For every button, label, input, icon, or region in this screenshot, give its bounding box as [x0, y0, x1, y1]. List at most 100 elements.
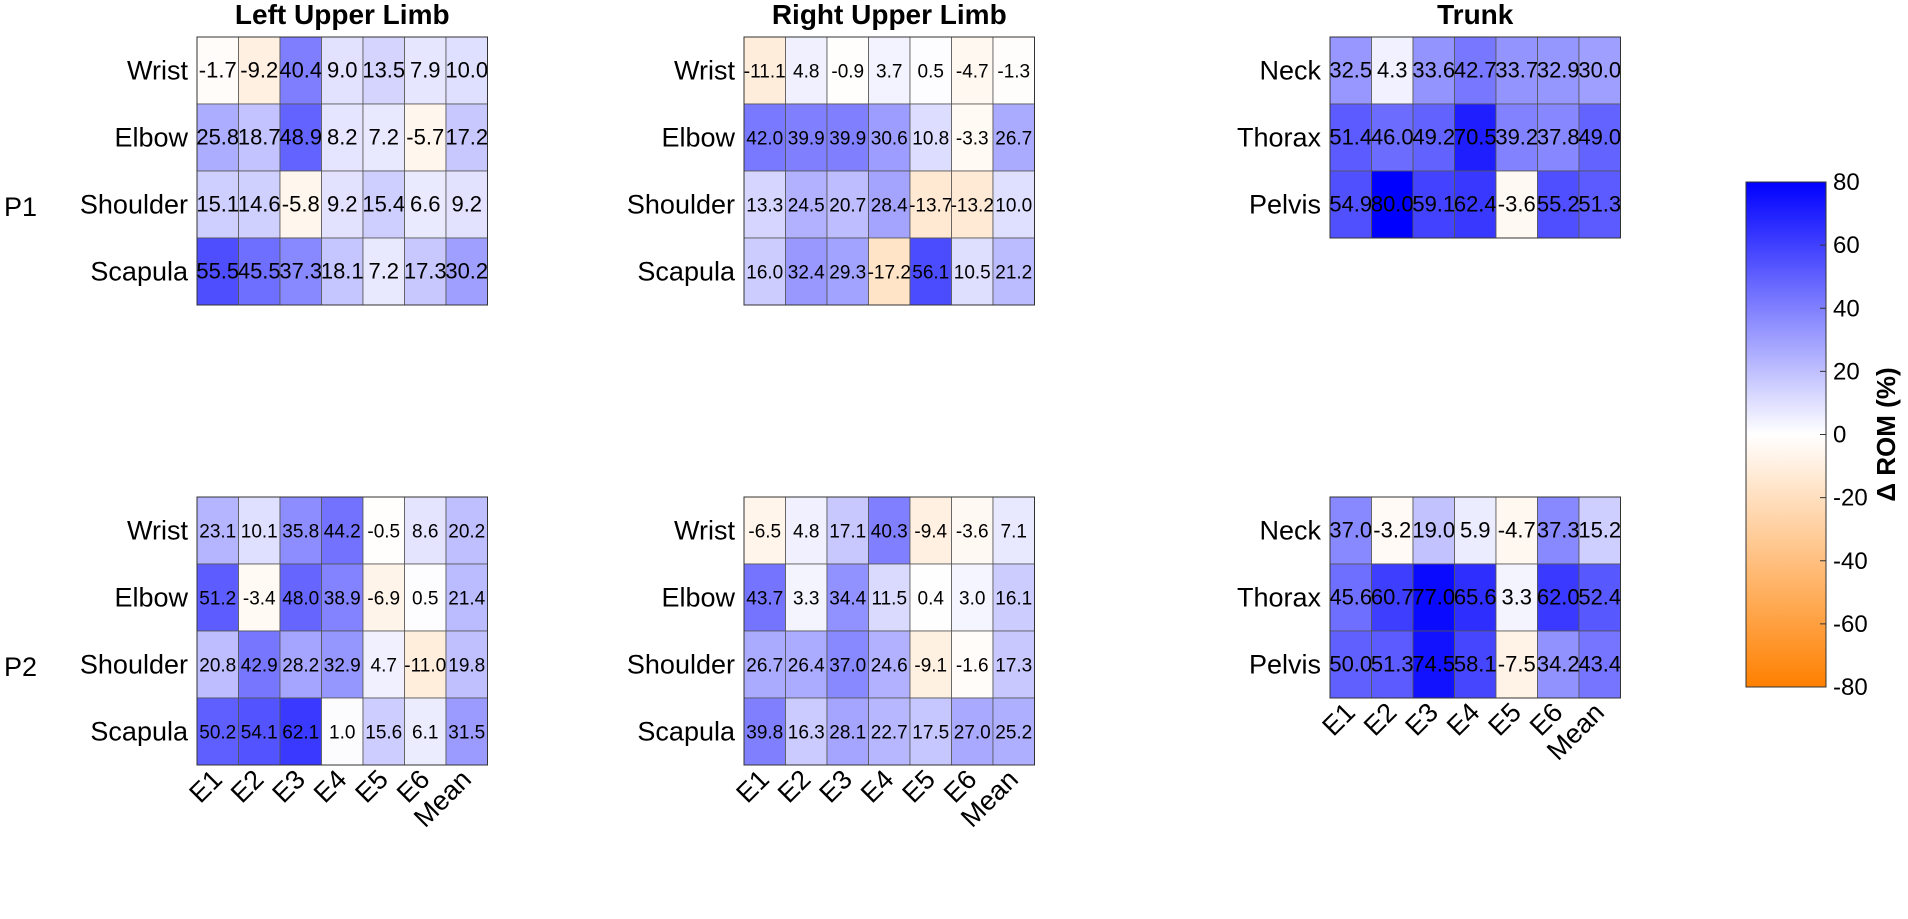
panel-frame [743, 36, 1035, 306]
cell-value-label: -3.4 [243, 589, 276, 610]
cell-value-label: 15.1 [196, 192, 239, 217]
heatmap-cell [868, 237, 911, 306]
panel-frame [1329, 36, 1621, 239]
heatmap-cell [1495, 563, 1538, 632]
row-label: Elbow [114, 123, 188, 153]
heatmap-cell [279, 103, 322, 172]
cell-value-label: 29.3 [829, 263, 866, 284]
cell-value-label: 39.9 [788, 129, 825, 150]
heatmap-cell [909, 496, 952, 565]
cell-value-label: 27.0 [954, 723, 991, 744]
heatmap-cell [196, 630, 239, 699]
heatmap-cell [1329, 630, 1372, 699]
colorbar-tick-label: 40 [1833, 295, 1860, 322]
colorbar-tick-label: 80 [1833, 169, 1860, 196]
cell-value-label: -9.4 [914, 522, 947, 543]
column-title: Right Upper Limb [772, 0, 1007, 30]
cell-value-label: 51.3 [1578, 192, 1621, 217]
cell-value-label: 7.9 [410, 58, 441, 83]
cell-value-label: 54.1 [241, 723, 278, 744]
x-tick-label: E2 [772, 764, 817, 809]
cell-value-label: 32.9 [324, 656, 361, 677]
panel-frame [196, 36, 488, 306]
cell-value-label: 37.0 [829, 656, 866, 677]
heatmap-cell [951, 496, 994, 565]
heatmap-cell [1495, 103, 1538, 172]
heatmap-cell [404, 496, 447, 565]
heatmap-cell [1412, 36, 1455, 105]
heatmap-cell [445, 697, 488, 766]
column-title: Left Upper Limb [235, 0, 450, 30]
colorbar-tick-label: -80 [1833, 674, 1868, 701]
heatmap-cell [1329, 36, 1372, 105]
cell-value-label: 4.3 [1377, 58, 1408, 83]
cell-value-label: 0.5 [412, 589, 438, 610]
panel-p2-trunk: Neck 37.0 -3.2 19.0 5.9 -4.7 37.315.2 Thorax 45.… [1237, 496, 1621, 699]
x-tick-label: E4 [1441, 697, 1486, 742]
cell-value-label: 49.0 [1578, 125, 1621, 150]
heatmap-cell [238, 36, 281, 105]
cell-value-label: 20.7 [829, 196, 866, 217]
heatmap-cell [785, 36, 828, 105]
cell-value-label: 51.2 [199, 589, 236, 610]
cell-value-label: 4.7 [371, 656, 397, 677]
heatmap-cell [1495, 170, 1538, 239]
row-label: Thorax [1237, 583, 1322, 613]
colorbar-gradient [1745, 181, 1827, 688]
heatmap-cell [1371, 496, 1414, 565]
colorbar-tick-label: -60 [1833, 611, 1868, 638]
heatmap-cell [1329, 563, 1372, 632]
cell-value-label: 16.3 [788, 723, 825, 744]
row-label: Scapula [637, 717, 736, 747]
cell-value-label: 54.9 [1329, 192, 1372, 217]
heatmap-cell [826, 563, 869, 632]
cell-value-label: 11.5 [871, 589, 907, 610]
cell-value-label: 9.0 [327, 58, 358, 83]
cell-value-label: -1.3 [997, 62, 1030, 83]
cell-value-label: 21.4 [448, 589, 485, 610]
heatmap-cell [238, 237, 281, 306]
cell-value-label: 7.1 [1001, 522, 1027, 543]
cell-value-label: 19.0 [1412, 518, 1455, 543]
row-label: Elbow [114, 583, 188, 613]
heatmap-cell [868, 36, 911, 105]
panel-frame [743, 496, 1035, 766]
heatmap-cell [1454, 496, 1497, 565]
cell-value-label: 13.3 [746, 196, 783, 217]
cell-value-label: 24.5 [788, 196, 825, 217]
cell-value-label: 31.5 [448, 723, 485, 744]
cell-value-label: 48.9 [279, 125, 322, 150]
row-label: Scapula [90, 257, 189, 287]
heatmap-cell [1578, 36, 1621, 105]
x-tick-label: E4 [308, 764, 353, 809]
cell-value-label: 13.5 [362, 58, 405, 83]
cell-value-label: 60.7 [1371, 585, 1414, 610]
cell-value-label: 39.8 [746, 723, 783, 744]
cell-value-label: 28.4 [871, 196, 908, 217]
cell-value-label: 33.7 [1495, 58, 1538, 83]
heatmap-cell [743, 496, 786, 565]
heatmap-cell [445, 630, 488, 699]
x-tick-label: E1 [1316, 697, 1361, 742]
cell-value-label: 3.7 [876, 62, 902, 83]
heatmap-cell [868, 103, 911, 172]
cell-value-label: -3.3 [956, 129, 989, 150]
row-label: Shoulder [627, 650, 735, 680]
heatmap-cell [1537, 36, 1580, 105]
x-tick-label: E3 [813, 764, 858, 809]
cell-value-label: 45.5 [238, 259, 281, 284]
cell-value-label: 0.4 [918, 589, 945, 610]
cell-value-label: 49.2 [1412, 125, 1455, 150]
column-title: Trunk [1437, 0, 1514, 30]
cell-value-label: 56.1 [912, 263, 949, 284]
cell-value-label: 17.5 [912, 723, 949, 744]
heatmap-cell [321, 563, 364, 632]
heatmap-cell [1537, 496, 1580, 565]
heatmap-cell [196, 496, 239, 565]
heatmap-cell [868, 170, 911, 239]
cell-value-label: 77.0 [1412, 585, 1455, 610]
cell-value-label: -11.1 [744, 62, 786, 83]
heatmap-cell [321, 237, 364, 306]
